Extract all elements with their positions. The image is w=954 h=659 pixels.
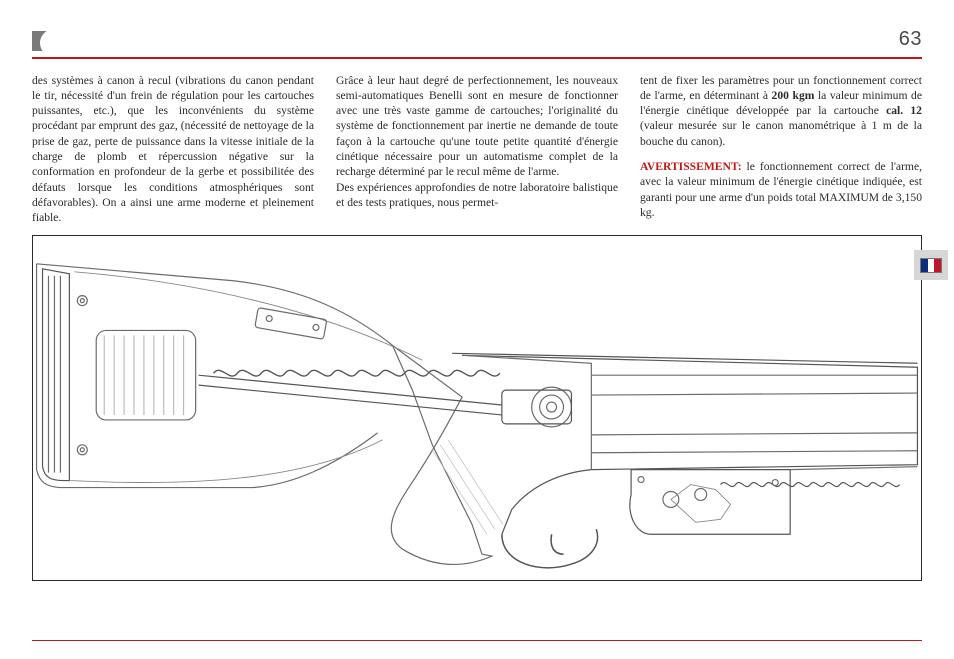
shotgun-line-art — [33, 236, 921, 580]
warning-label: AVERTISSEMENT: — [640, 160, 742, 173]
col3-bold1: 200 kgm — [772, 89, 815, 102]
flag-france-icon — [920, 258, 942, 273]
bottom-red-rule — [32, 640, 922, 642]
column-2: Grâce à leur haut degré de perfectionnem… — [336, 73, 618, 226]
col1-text: des systèmes à canon à recul (vibrations… — [32, 74, 314, 225]
column-1: des systèmes à canon à recul (vibrations… — [32, 73, 314, 226]
col3-p1c: (valeur mesurée sur le canon manométriqu… — [640, 119, 922, 147]
shotgun-cutaway-figure — [32, 235, 922, 581]
col3-bold2: cal. 12 — [886, 104, 922, 117]
brand-logo-tab — [32, 31, 58, 51]
language-flag-tab — [914, 250, 948, 280]
top-red-rule — [32, 57, 922, 59]
body-text-columns: des systèmes à canon à recul (vibrations… — [32, 73, 922, 226]
col2-text: Grâce à leur haut degré de perfectionnem… — [336, 74, 618, 209]
column-3: tent de fixer les paramètres pour un fon… — [640, 73, 922, 226]
page-number: 63 — [899, 28, 922, 51]
